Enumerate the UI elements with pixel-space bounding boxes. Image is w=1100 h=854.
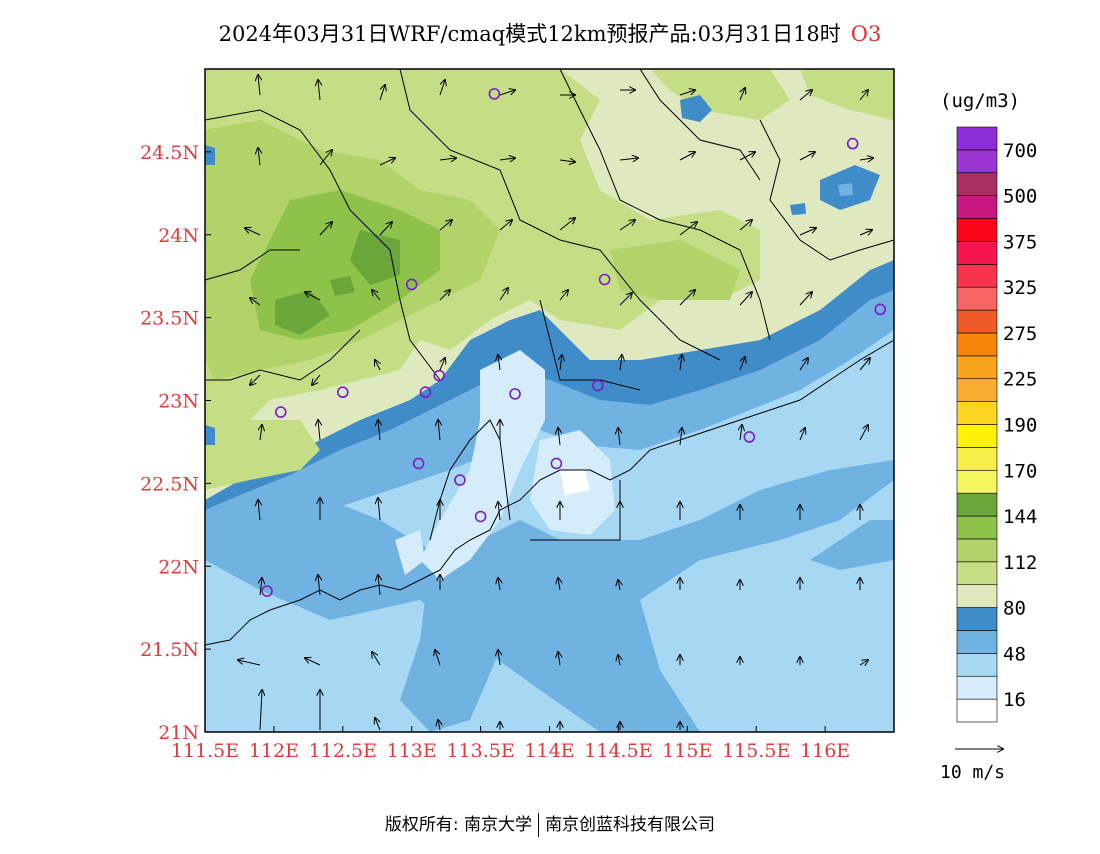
colorbar-swatch — [956, 698, 998, 723]
y-tick-label: 22.5N — [140, 473, 199, 495]
station-marker — [261, 585, 273, 597]
colorbar-label: 170 — [1003, 460, 1037, 482]
coastline-boundaries — [205, 69, 894, 646]
title-main: 2024年03月31日WRF/cmaq模式12km预报产品:03月31日18时 — [218, 22, 841, 46]
x-tick-label: 115.5E — [722, 740, 790, 762]
x-tick-label: 111.5E — [171, 740, 239, 762]
x-tick-label: 112.5E — [309, 740, 377, 762]
station-marker — [419, 386, 432, 399]
station-marker — [336, 386, 349, 399]
colorbar-swatch — [956, 584, 998, 608]
colorbar-swatch — [956, 653, 998, 677]
colorbar-swatch — [956, 675, 998, 700]
colorbar-label: 700 — [1003, 140, 1037, 162]
colorbar-label: 80 — [1003, 598, 1026, 620]
x-tick-label: 114E — [524, 740, 574, 762]
footer-left: 版权所有: 南京大学 — [384, 815, 533, 835]
colorbar-swatch — [956, 195, 998, 219]
station-marker — [274, 406, 287, 418]
colorbar-swatch — [956, 309, 998, 334]
station-marker — [598, 273, 611, 286]
colorbar-label: 112 — [1003, 552, 1037, 574]
station-marker — [743, 431, 756, 443]
colorbar-swatch — [956, 332, 998, 357]
station-marker — [412, 457, 425, 470]
x-tick-label: 115E — [662, 740, 712, 762]
footer-separator — [538, 813, 540, 837]
footer-right: 南京创蓝科技有限公司 — [545, 815, 716, 835]
colorbar-swatch — [956, 264, 998, 288]
colorbar-swatch — [956, 172, 998, 196]
colorbar-swatch — [956, 378, 998, 402]
y-tick-label: 22N — [158, 556, 199, 578]
wind-vectors — [238, 75, 873, 731]
colorbar-swatch — [956, 630, 998, 654]
colorbar-swatch — [956, 126, 998, 151]
colorbar-swatch — [956, 286, 998, 311]
x-tick-label: 113.5E — [446, 740, 514, 762]
colorbar-swatch — [956, 401, 998, 425]
colorbar-swatch — [956, 424, 998, 448]
colorbar-swatch — [956, 492, 998, 517]
x-tick-label: 112E — [249, 740, 299, 762]
colorbar-label: 225 — [1003, 369, 1037, 391]
station-marker — [474, 510, 487, 523]
colorbar-label: 500 — [1003, 186, 1037, 208]
station-marker — [509, 388, 521, 400]
y-tick-label: 24.5N — [140, 142, 199, 164]
colorbar-label: 144 — [1003, 506, 1037, 528]
colorbar-swatch — [956, 561, 998, 585]
copyright-footer: 版权所有: 南京大学 南京创蓝科技有限公司 — [0, 810, 1100, 837]
colorbar-label: 375 — [1003, 231, 1037, 253]
station-marker — [550, 457, 563, 470]
station-marker — [874, 303, 887, 316]
y-tick-label: 23.5N — [140, 308, 199, 330]
colorbar-label: 325 — [1003, 277, 1037, 299]
colorbar-label: 48 — [1003, 643, 1026, 665]
wind-reference-label: 10 m/s — [940, 762, 1006, 783]
y-tick-label: 21N — [158, 722, 199, 744]
colorbar-swatch — [956, 515, 998, 540]
station-marker — [433, 369, 446, 382]
y-tick-label: 21.5N — [140, 639, 199, 661]
colorbar-swatch — [956, 538, 998, 563]
colorbar-label: 275 — [1003, 323, 1037, 345]
concentration-field — [205, 69, 894, 732]
title-species: O3 — [850, 22, 882, 46]
colorbar-labels: 16 48 80 112 144 170 190 225 275 325 375 500 700 — [1003, 140, 1037, 711]
legend-unit: (ug/m3) — [940, 90, 1021, 112]
y-tick-label: 23N — [158, 391, 199, 413]
colorbar-label: 16 — [1003, 689, 1026, 711]
colorbar-swatch — [956, 607, 998, 631]
colorbar-swatch — [956, 149, 998, 174]
station-marker — [846, 137, 859, 150]
map-title: 2024年03月31日WRF/cmaq模式12km预报产品:03月31日18时 O… — [0, 18, 1100, 48]
x-tick-label: 116E — [800, 740, 850, 762]
station-marker — [454, 474, 466, 486]
station-marker — [591, 379, 604, 392]
colorbar-swatch — [956, 469, 998, 494]
colorbar-swatch — [956, 218, 998, 242]
station-marker — [405, 278, 418, 291]
colorbar-swatch — [956, 355, 998, 380]
colorbar-swatch — [956, 241, 998, 265]
x-tick-label: 114.5E — [584, 740, 652, 762]
y-axis: 21N 21.5N 22N 22.5N 23N 23.5N 24N 24.5N — [140, 142, 211, 744]
x-axis: 111.5E 112E 112.5E 113E 113.5E 114E 114.5E 115E… — [171, 726, 850, 762]
station-marker — [488, 88, 501, 100]
colorbar-label: 190 — [1003, 415, 1037, 437]
y-tick-label: 24N — [158, 225, 199, 247]
x-tick-label: 113E — [387, 740, 437, 762]
colorbar — [956, 126, 998, 723]
station-markers — [261, 88, 887, 597]
colorbar-swatch — [956, 447, 998, 471]
